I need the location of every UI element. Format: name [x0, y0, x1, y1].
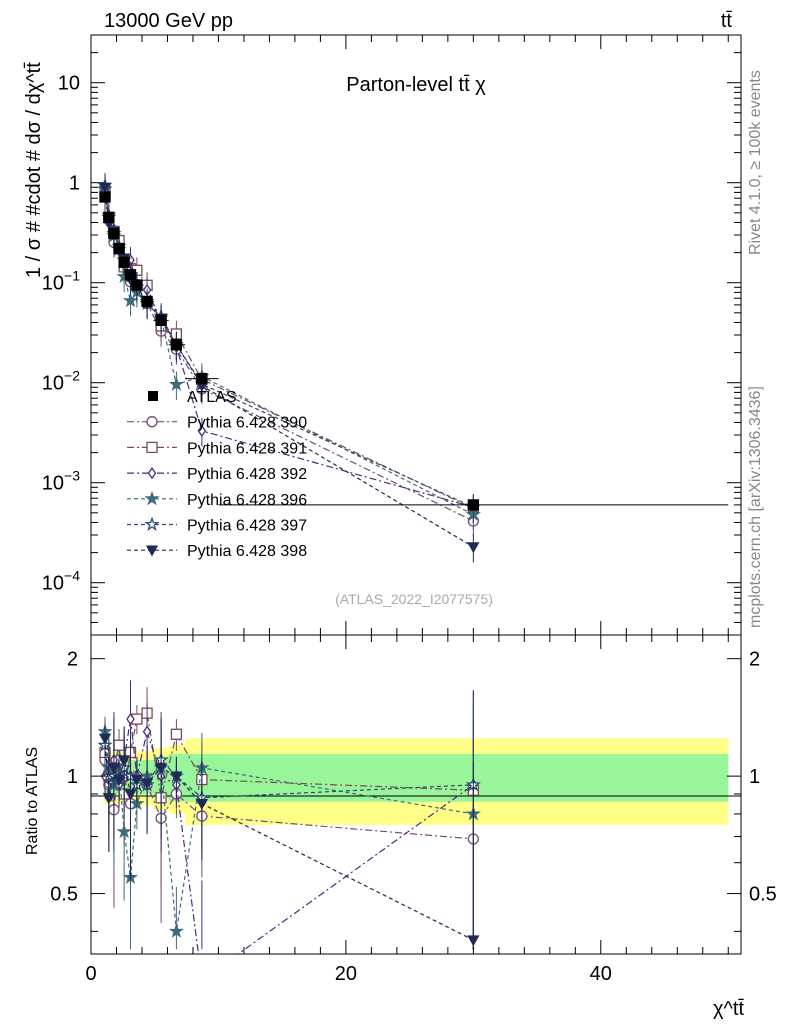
mcplots-label: mcplots.cern.ch [arXiv:1306.3436]	[747, 386, 764, 628]
reference-point	[99, 191, 111, 203]
reference-point	[113, 242, 125, 255]
series-line	[104, 188, 474, 508]
ratio-line	[104, 738, 474, 941]
ratio-point	[168, 923, 184, 938]
reference-point	[131, 279, 143, 291]
main-panel: 10 1 10−1 10−2 10−3 10−4 ATLAS Pythia 6.428 39…	[42, 34, 742, 636]
ratio-point	[116, 823, 132, 839]
reference-point	[196, 372, 208, 385]
legend-label: Pythia 6.428 396	[187, 492, 307, 509]
atlas-reference	[99, 191, 729, 511]
ratio-y-tick-label: 1	[67, 766, 78, 788]
legend-label: Pythia 6.428 391	[187, 440, 307, 457]
reference-point	[141, 295, 153, 308]
collision-energy-label: 13000 GeV pp	[104, 10, 233, 32]
legend-label: Pythia 6.428 397	[187, 518, 307, 535]
ratio-y-tick-label-right: 1	[749, 766, 760, 788]
legend-marker	[146, 441, 158, 454]
y-tick-label: 1	[69, 173, 80, 195]
x-tick-label: 0	[85, 963, 96, 985]
x-tick-label: 20	[335, 963, 357, 985]
reference-point	[155, 314, 167, 327]
legend-label: Pythia 6.428 398	[187, 543, 307, 560]
ratio-y-tick-label-right: 0.5	[749, 884, 777, 906]
y-tick-label: 10−3	[42, 468, 80, 495]
y-axis-title: 1 / σ # #cdot # dσ / dχ^tt̄	[23, 62, 45, 278]
ratio-panel-frame	[90, 634, 742, 955]
data-point	[168, 376, 184, 391]
legend-label: ATLAS	[187, 389, 237, 406]
ratio-point	[130, 774, 143, 786]
legend-marker	[144, 516, 160, 532]
legend: ATLAS Pythia 6.428 390 Pythia 6.428 391 Pyt…	[127, 389, 307, 560]
ratio-series-3	[100, 680, 478, 954]
ratio-point	[154, 763, 168, 775]
ratio-y-tick-label: 2	[67, 649, 78, 671]
ratio-point	[195, 799, 208, 810]
ratio-point	[140, 778, 154, 790]
y-tick-label: 10−4	[42, 568, 80, 595]
ratio-series	[97, 680, 482, 954]
ratio-point	[467, 935, 480, 947]
legend-marker	[145, 545, 159, 557]
reference-point	[103, 211, 115, 224]
reference-point	[124, 269, 137, 281]
y-tick-label: 10	[58, 73, 80, 95]
reference-point	[118, 256, 130, 268]
data-point	[197, 424, 207, 437]
series-line	[104, 190, 474, 510]
ratio-point	[124, 789, 137, 801]
ratio-point	[102, 793, 115, 805]
ratio-panel: 0.5 0.51 12 20 20 40	[50, 634, 777, 985]
ratio-y-axis-title: Ratio to ATLAS	[24, 747, 41, 855]
ratio-uncertainty-bands	[103, 738, 729, 825]
x-tick-label: 40	[590, 963, 612, 985]
process-label: tt̄	[721, 10, 733, 32]
legend-marker	[148, 391, 158, 401]
main-panel-ticks: 10 1 10−1 10−2 10−3 10−4	[42, 34, 741, 636]
legend-marker	[146, 416, 158, 428]
reference-point	[108, 227, 120, 240]
reference-point	[170, 339, 183, 351]
ratio-panel-data	[97, 680, 482, 954]
ratio-point	[170, 771, 183, 783]
rivet-version-label: Rivet 4.1.0, ≥ 100k events	[747, 70, 764, 255]
ratio-point	[118, 755, 131, 767]
legend-label: Pythia 6.428 392	[187, 466, 307, 483]
ratio-point	[112, 774, 126, 786]
ratio-point	[107, 763, 121, 775]
ratio-point	[170, 728, 183, 740]
plot-title: Parton-level tt̄ χ	[346, 74, 486, 96]
y-tick-label: 10−1	[42, 268, 80, 295]
data-point	[122, 292, 139, 308]
series-line	[104, 196, 474, 508]
ratio-y-tick-label-right: 2	[749, 649, 760, 671]
y-tick-label: 10−2	[42, 368, 80, 395]
reference-point	[467, 499, 480, 511]
main-panel-data	[97, 172, 729, 563]
analysis-watermark: (ATLAS_2022_I2077575)	[335, 591, 493, 607]
legend-label: Pythia 6.428 390	[187, 415, 307, 432]
ratio-y-tick-label: 0.5	[50, 884, 78, 906]
ratio-point	[98, 733, 112, 745]
ratio-point	[113, 739, 125, 751]
inner-uncertainty-band	[103, 753, 729, 802]
ratio-point	[142, 725, 152, 738]
ratio-series-6	[98, 717, 480, 950]
ratio-line	[104, 719, 474, 954]
legend-marker	[147, 466, 157, 480]
data-point	[98, 182, 112, 194]
data-point	[467, 542, 480, 554]
legend-marker	[144, 490, 160, 506]
x-axis-title: χ^tt̄	[713, 998, 744, 1020]
